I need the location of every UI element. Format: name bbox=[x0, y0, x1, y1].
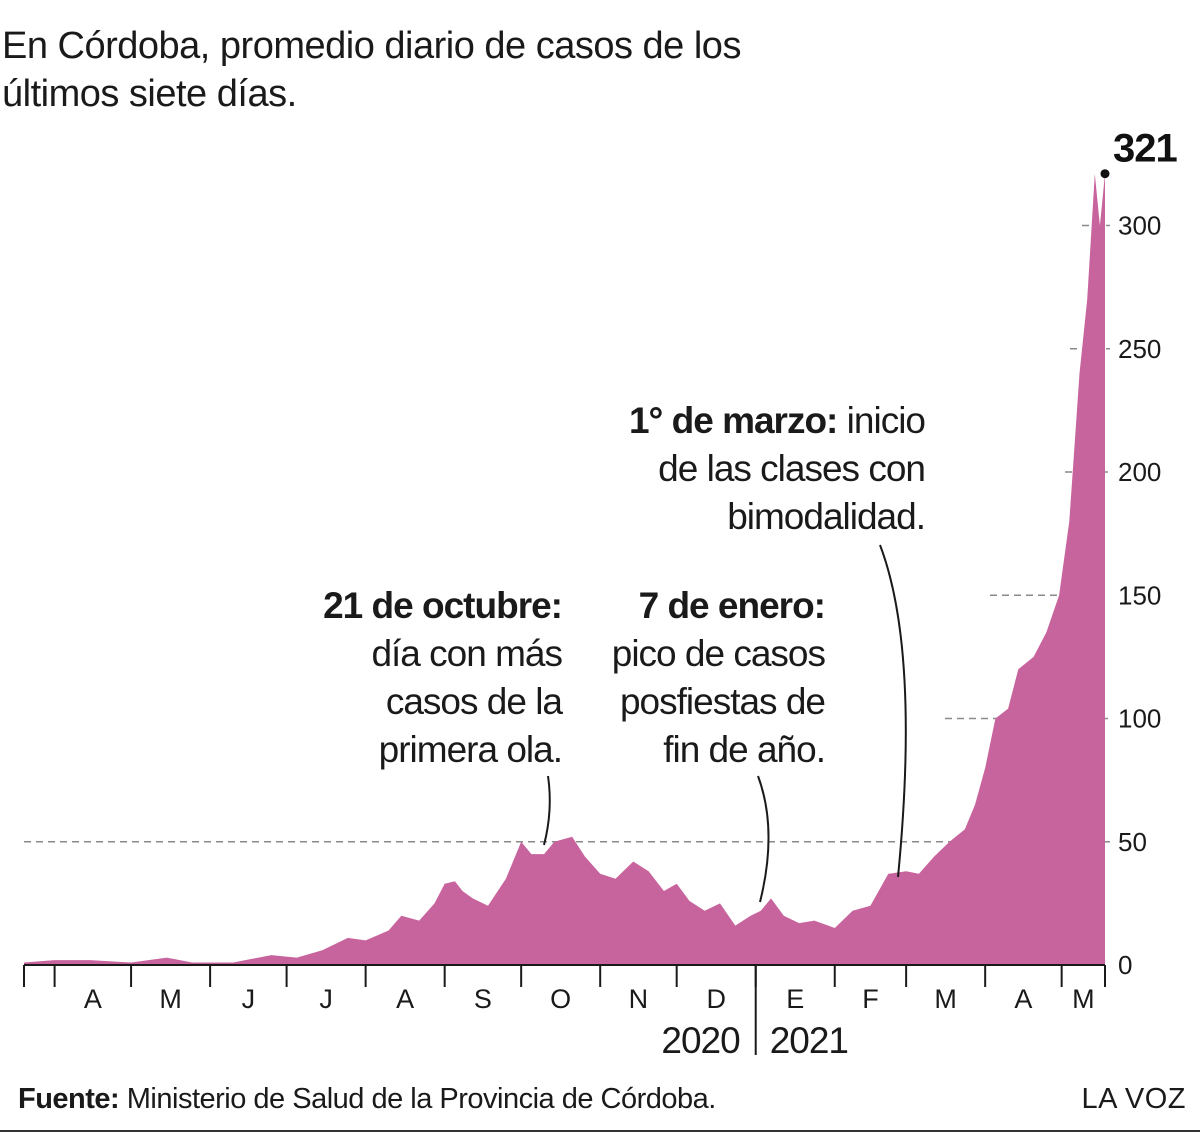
x-axis: A M J J A S O N D E F M A M 2020 2021 bbox=[23, 964, 1106, 1061]
source-note: Fuente: Ministerio de Salud de la Provin… bbox=[18, 1083, 716, 1116]
x-tick-label: E bbox=[786, 984, 804, 1014]
annotation-line: día con más bbox=[371, 633, 562, 674]
annotation-heading-rest: inicio bbox=[837, 400, 925, 441]
x-tick-label: A bbox=[1014, 984, 1032, 1014]
y-tick-label: 0 bbox=[1118, 950, 1132, 980]
x-tick-label: S bbox=[474, 984, 492, 1014]
y-tick-label: 100 bbox=[1118, 704, 1161, 734]
x-tick-label: M bbox=[1072, 984, 1095, 1014]
peak-label: 321 bbox=[1113, 127, 1177, 171]
chart-title: En Córdoba, promedio diario de casos de … bbox=[2, 25, 741, 115]
x-tick-label: N bbox=[629, 984, 649, 1014]
peak-dot bbox=[1100, 169, 1110, 179]
x-tick-label: A bbox=[396, 984, 414, 1014]
annotation-heading: 1° de marzo: inicio bbox=[629, 400, 925, 441]
annotation-heading: 7 de enero: bbox=[639, 585, 825, 626]
annotation-date: 1° de marzo: bbox=[629, 400, 837, 441]
x-tick-label: J bbox=[242, 984, 256, 1014]
annotation-heading: 21 de octubre: bbox=[323, 585, 562, 626]
y-tick-label: 250 bbox=[1118, 334, 1161, 364]
annotation-leader bbox=[879, 544, 907, 878]
x-tick-label: M bbox=[934, 984, 957, 1014]
year-label-2021: 2021 bbox=[770, 1020, 848, 1061]
footer-divider bbox=[0, 1130, 1200, 1132]
annotation-line: fin de año. bbox=[663, 729, 825, 770]
annotation-date: 7 de enero: bbox=[639, 585, 825, 626]
y-tick-label: 200 bbox=[1118, 457, 1161, 487]
x-tick-label: J bbox=[319, 984, 333, 1014]
source-text: Ministerio de Salud de la Provincia de C… bbox=[119, 1083, 717, 1115]
grid-lines bbox=[24, 224, 1110, 843]
x-tick-label: A bbox=[84, 984, 102, 1014]
annotation-line: casos de la bbox=[386, 681, 564, 722]
x-tick-label: D bbox=[706, 984, 726, 1014]
annotation-leader bbox=[757, 775, 770, 903]
annotation-date: 21 de octubre: bbox=[323, 585, 562, 626]
y-axis-labels: 0 50 100 150 200 250 300 bbox=[1118, 211, 1161, 981]
annotation-line: pico de casos bbox=[612, 633, 826, 674]
annotations: 21 de octubre: día con más casos de la prim… bbox=[323, 400, 926, 903]
x-tick-label: O bbox=[550, 984, 571, 1014]
y-tick-label: 50 bbox=[1118, 827, 1147, 857]
year-label-2020: 2020 bbox=[661, 1020, 740, 1061]
peak-marker: 321 bbox=[1100, 127, 1178, 179]
annotation-oct: 21 de octubre: día con más casos de la prim… bbox=[323, 585, 564, 846]
y-tick-label: 150 bbox=[1118, 580, 1161, 610]
annotation-line: posfiestas de bbox=[620, 681, 825, 722]
x-tick-label: F bbox=[862, 984, 879, 1014]
annotation-leader bbox=[543, 775, 551, 846]
y-tick-label: 300 bbox=[1118, 211, 1161, 241]
cases-area bbox=[24, 173, 1105, 965]
annotation-line: de las clases con bbox=[658, 448, 925, 489]
source-label: Fuente: bbox=[18, 1083, 120, 1115]
annotation-mar: 1° de marzo: inicio de las clases con bimo… bbox=[629, 400, 926, 878]
x-tick-label: M bbox=[159, 984, 182, 1014]
brand-logo: LA VOZ bbox=[1081, 1083, 1186, 1115]
annotation-jan: 7 de enero: pico de casos posfiestas de fin… bbox=[612, 585, 826, 903]
annotation-line: primera ola. bbox=[379, 729, 562, 770]
annotation-line: bimodalidad. bbox=[727, 496, 925, 537]
chart-svg: 0 50 100 150 200 250 300 A M J J A S O N D E F M A M 2020 202… bbox=[23, 127, 1178, 1061]
